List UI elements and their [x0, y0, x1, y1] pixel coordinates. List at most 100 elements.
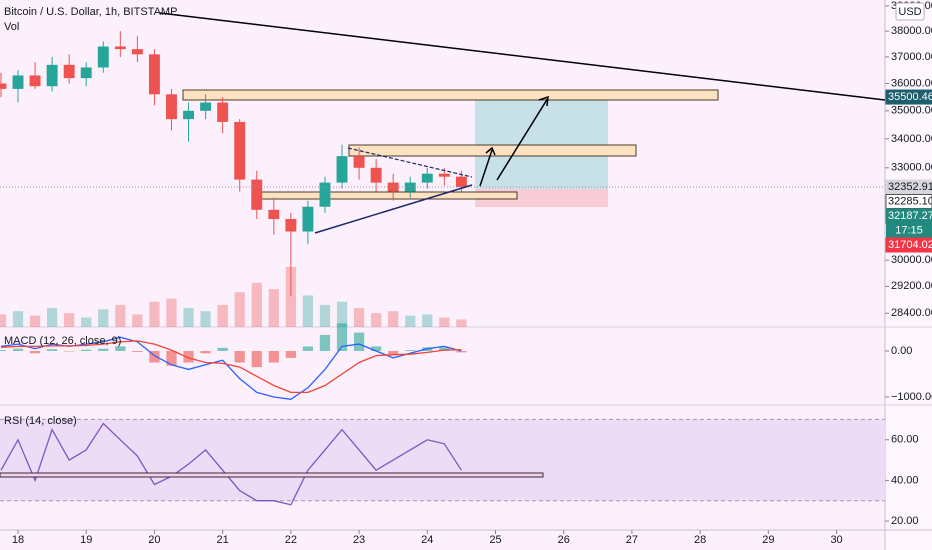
macd-histogram	[388, 351, 399, 355]
candle-body	[268, 209, 280, 220]
volume-bar	[353, 308, 365, 327]
rsi-title: RSI (14, close)	[4, 415, 77, 427]
volume-bar	[149, 301, 160, 327]
candle-body	[438, 173, 450, 177]
volume-bar	[115, 304, 126, 327]
price-label-box	[885, 208, 932, 224]
macd-histogram	[115, 346, 126, 352]
macd-histogram	[405, 350, 416, 352]
countdown-box	[886, 223, 932, 238]
volume-bar	[456, 319, 467, 327]
volume-bar	[81, 317, 92, 327]
x-tick-label: 22	[285, 534, 297, 546]
candle-body	[353, 156, 365, 168]
y-tick-label: 38000.00	[891, 25, 932, 37]
y-tick-label: 35000.00	[891, 105, 932, 117]
x-tick-label: 23	[353, 534, 365, 546]
price-label: 32352.91	[888, 181, 932, 193]
y-tick-label: 29200.00	[891, 280, 932, 292]
macd-histogram	[456, 351, 467, 353]
macd-histogram	[183, 351, 194, 363]
candle-body	[0, 83, 7, 89]
price-label: 32285.10	[888, 195, 932, 207]
currency-box[interactable]	[895, 2, 925, 21]
macd-histogram	[98, 348, 109, 352]
macd-histogram	[371, 346, 382, 352]
price-label-box	[885, 237, 932, 253]
arrowhead	[485, 146, 496, 156]
rsi-level	[0, 472, 544, 478]
rsi-line	[0, 422, 462, 506]
candle-body	[12, 75, 24, 89]
volume-bar	[388, 311, 399, 327]
candle-body	[336, 156, 348, 183]
candle-body	[166, 94, 177, 120]
x-tick-label: 29	[762, 534, 774, 546]
y-tick-label: −1000.00	[891, 391, 932, 403]
macd-histogram	[302, 346, 314, 352]
macd-histogram	[353, 332, 365, 352]
x-tick-label: 18	[12, 534, 24, 546]
y-tick-label: 34000.00	[891, 133, 932, 145]
x-tick-label: 28	[694, 534, 706, 546]
volume-bar	[200, 311, 211, 327]
volume-bar	[302, 295, 314, 327]
volume-bar	[46, 308, 58, 327]
candle-body	[80, 67, 92, 79]
volume-bar	[29, 315, 41, 327]
volume-bar	[0, 314, 7, 327]
macd-histogram	[149, 351, 160, 363]
volume-bar	[217, 304, 228, 327]
volume-bar	[422, 314, 433, 327]
candle-body	[455, 176, 467, 187]
y-tick-label: 30000.00	[891, 254, 932, 266]
arrow	[496, 97, 549, 181]
macd-histogram	[319, 334, 331, 352]
macd-histogram	[0, 350, 7, 352]
price-label: 31704.02	[888, 239, 932, 251]
candle-body	[131, 49, 143, 55]
position-target	[475, 96, 608, 189]
volume-bar	[268, 289, 279, 327]
y-tick-label: 40.00	[891, 474, 919, 486]
volume-bar	[183, 308, 194, 327]
y-tick-label: 36000.00	[891, 77, 932, 89]
trend-line	[159, 12, 886, 101]
volume-bar	[251, 282, 262, 327]
candle-body	[29, 75, 41, 87]
candle-body	[97, 46, 109, 68]
macd-histogram	[439, 347, 450, 352]
triangle-line	[314, 184, 473, 234]
candle-body	[148, 54, 160, 95]
volume-bar	[439, 317, 450, 327]
volume-bar	[64, 313, 75, 327]
x-tick-label: 25	[489, 534, 501, 546]
macd-histogram	[217, 347, 228, 352]
currency[interactable]: USD	[898, 6, 921, 18]
macd-title: MACD (12, 26, close, 9)	[4, 335, 121, 347]
candle-body	[46, 64, 58, 87]
candle-body	[63, 64, 75, 79]
macd-histogram	[81, 349, 92, 352]
volume-bar	[166, 298, 177, 327]
rsi-band	[0, 419, 885, 501]
y-tick-label: 37000.00	[891, 51, 932, 63]
x-tick-label: 30	[830, 534, 842, 546]
price-label: 35500.46	[888, 91, 932, 103]
volume-bar	[12, 311, 24, 327]
candle-body	[234, 121, 246, 180]
candle-body	[285, 219, 297, 232]
arrowhead	[538, 95, 549, 107]
candle-body	[114, 46, 126, 50]
candle-body	[217, 102, 229, 122]
candle-body	[302, 206, 314, 232]
drawings-front	[0, 12, 886, 478]
support-zone	[251, 191, 518, 200]
volume-bar	[98, 309, 109, 327]
macd-histogram	[46, 349, 58, 352]
macd-histogram	[268, 351, 279, 363]
signal-line	[0, 340, 462, 394]
y-tick-label: 28400.00	[891, 307, 932, 319]
volume-bar	[132, 314, 143, 327]
